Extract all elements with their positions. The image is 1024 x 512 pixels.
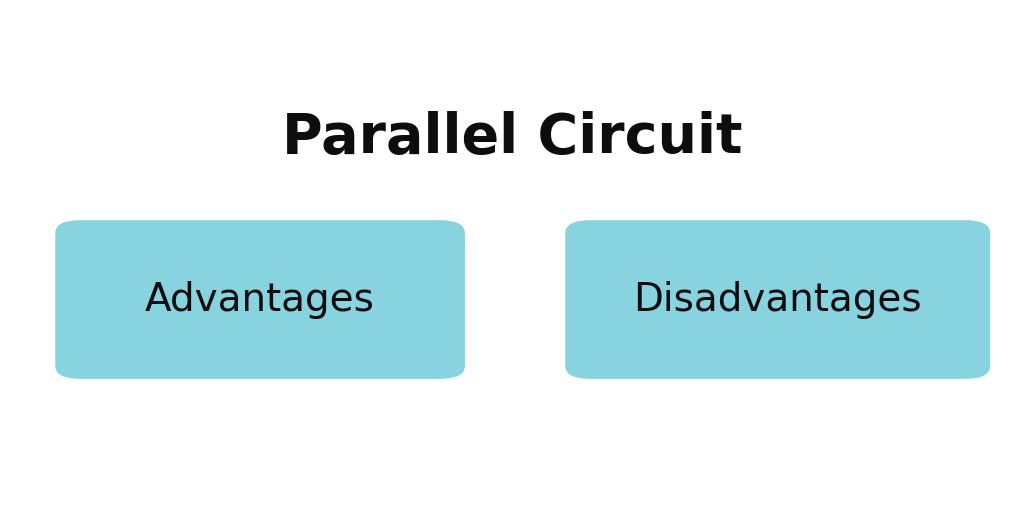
FancyBboxPatch shape	[55, 220, 465, 379]
Text: Advantages: Advantages	[145, 281, 375, 318]
Text: Parallel Circuit: Parallel Circuit	[282, 111, 742, 165]
FancyBboxPatch shape	[565, 220, 990, 379]
Text: Disadvantages: Disadvantages	[634, 281, 922, 318]
